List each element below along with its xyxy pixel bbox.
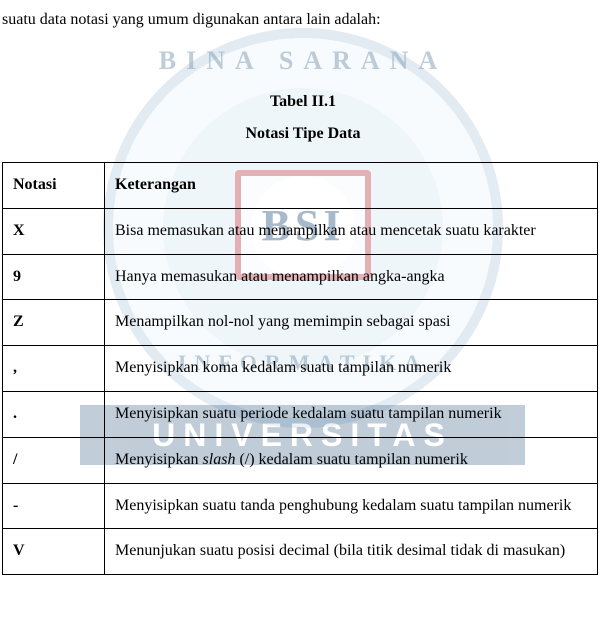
cell-keterangan: Menyisipkan suatu tanda penghubung kedal… — [105, 483, 598, 529]
cell-keterangan: Menyisipkan slash (/) kedalam suatu tamp… — [105, 437, 598, 483]
cell-notasi: Z — [3, 300, 105, 346]
table-caption: Tabel II.1 Notasi Tipe Data — [0, 86, 606, 150]
cell-keterangan: Bisa memasukan atau menampilkan atau men… — [105, 208, 598, 254]
text-pre: Menyisipkan — [115, 451, 203, 468]
header-keterangan: Keterangan — [105, 163, 598, 209]
cell-keterangan: Menunjukan suatu posisi decimal (bila ti… — [105, 529, 598, 575]
table-row: . Menyisipkan suatu periode kedalam suat… — [3, 391, 598, 437]
table-row: - Menyisipkan suatu tanda penghubung ked… — [3, 483, 598, 529]
table-row: / Menyisipkan slash (/) kedalam suatu ta… — [3, 437, 598, 483]
table-row: V Menunjukan suatu posisi decimal (bila … — [3, 529, 598, 575]
cell-keterangan: Menampilkan nol-nol yang memimpin sebaga… — [105, 300, 598, 346]
header-notasi: Notasi — [3, 163, 105, 209]
text-post: (/) kedalam suatu tampilan numerik — [235, 451, 467, 468]
table-header-row: Notasi Keterangan — [3, 163, 598, 209]
table-row: 9 Hanya memasukan atau menampilkan angka… — [3, 254, 598, 300]
cell-notasi: X — [3, 208, 105, 254]
page-content: suatu data notasi yang umum digunakan an… — [0, 0, 606, 575]
italic-term: slash — [203, 451, 236, 468]
caption-line-1: Tabel II.1 — [0, 86, 606, 118]
cell-keterangan: Menyisipkan koma kedalam suatu tampilan … — [105, 346, 598, 392]
cell-keterangan: Hanya memasukan atau menampilkan angka-a… — [105, 254, 598, 300]
cell-notasi: . — [3, 391, 105, 437]
cell-keterangan: Menyisipkan suatu periode kedalam suatu … — [105, 391, 598, 437]
table-row: X Bisa memasukan atau menampilkan atau m… — [3, 208, 598, 254]
cell-notasi: 9 — [3, 254, 105, 300]
cell-notasi: V — [3, 529, 105, 575]
cell-notasi: - — [3, 483, 105, 529]
caption-line-2: Notasi Tipe Data — [0, 118, 606, 150]
table-row: , Menyisipkan koma kedalam suatu tampila… — [3, 346, 598, 392]
notasi-table: Notasi Keterangan X Bisa memasukan atau … — [2, 162, 598, 575]
lead-paragraph: suatu data notasi yang umum digunakan an… — [0, 0, 606, 32]
table-row: Z Menampilkan nol-nol yang memimpin seba… — [3, 300, 598, 346]
cell-notasi: , — [3, 346, 105, 392]
cell-notasi: / — [3, 437, 105, 483]
